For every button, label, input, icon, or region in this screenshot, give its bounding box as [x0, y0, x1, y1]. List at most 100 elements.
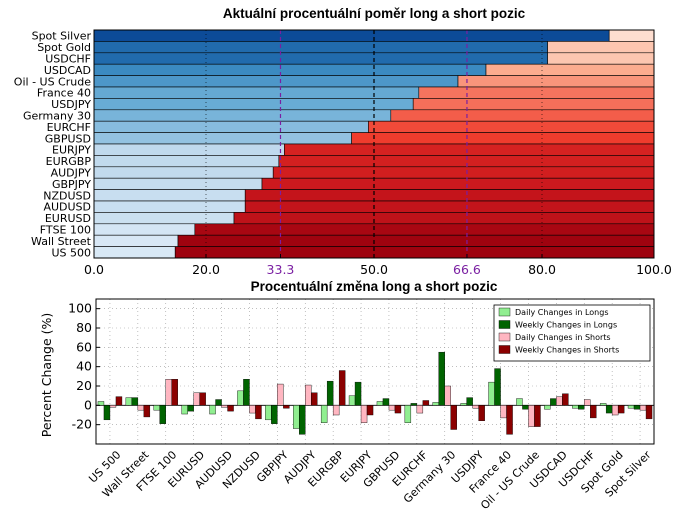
- change-bar: [516, 398, 523, 406]
- short-bar: [174, 246, 655, 259]
- short-bar: [418, 86, 655, 99]
- change-y-ticks: -20 0 20 40 60 80 100: [68, 301, 100, 432]
- ratio-category-label: AUDJPY: [51, 167, 92, 180]
- change-bar: [432, 402, 439, 406]
- short-bar: [177, 234, 655, 247]
- legend-label: Weekly Changes in Longs: [515, 321, 617, 330]
- change-bar: [639, 405, 647, 411]
- long-bar: [93, 75, 459, 88]
- ratio-category-label: EURCHF: [47, 121, 91, 134]
- change-bar: [460, 403, 467, 406]
- short-bar: [368, 120, 655, 133]
- change-bar: [472, 405, 479, 409]
- change-bar: [109, 405, 117, 408]
- legend-box: [493, 304, 651, 362]
- change-bar: [584, 399, 591, 406]
- long-bar: [93, 41, 548, 54]
- change-bar: [388, 405, 396, 411]
- change-bar: [450, 405, 457, 430]
- legend-swatch: [498, 307, 511, 317]
- change-bar: [187, 405, 194, 412]
- change-bar: [115, 396, 123, 406]
- long-bar: [93, 234, 179, 247]
- long-bar: [93, 155, 280, 168]
- ratio-category-label: Wall Street: [31, 235, 92, 248]
- ratio-category-label: USDCHF: [45, 53, 91, 66]
- change-bar: [360, 405, 368, 423]
- change-bar: [438, 351, 445, 406]
- ratio-category-label: USDJPY: [51, 98, 91, 111]
- change-y-tick-label: 40: [76, 359, 92, 374]
- long-bar: [93, 143, 285, 156]
- change-bar: [171, 379, 178, 406]
- change-bar: [376, 401, 384, 406]
- ratio-category-label: GBPJPY: [52, 178, 91, 191]
- short-bar: [351, 132, 655, 145]
- ratio-category-label: France 40: [37, 87, 91, 100]
- change-bar: [556, 396, 563, 406]
- ratio-category-label: EURJPY: [52, 144, 91, 157]
- ratio-bars: [93, 29, 655, 259]
- long-bar: [93, 189, 246, 202]
- long-bar: [93, 200, 246, 213]
- long-bar: [93, 132, 352, 145]
- change-legend: Daily Changes in Longs Weekly Changes in …: [493, 304, 651, 362]
- change-bar: [416, 405, 424, 414]
- change-bar: [617, 405, 625, 414]
- change-bar: [366, 405, 374, 416]
- change-bar: [311, 392, 318, 406]
- long-bar: [93, 109, 392, 122]
- short-bar: [547, 41, 655, 54]
- change-bar: [255, 405, 262, 420]
- ratio-category-label: EURUSD: [45, 212, 91, 225]
- change-bar: [444, 385, 451, 406]
- change-bar: [522, 405, 529, 410]
- change-bar: [293, 405, 300, 429]
- long-bar: [93, 212, 235, 225]
- long-bar: [93, 246, 176, 259]
- change-bar: [528, 405, 535, 427]
- change-y-tick-label: 80: [76, 320, 92, 335]
- legend-swatch: [498, 320, 511, 329]
- long-bar: [93, 120, 369, 133]
- long-bar: [93, 29, 610, 42]
- short-bar: [608, 29, 655, 42]
- ratio-category-label: Germany 30: [23, 110, 91, 123]
- change-bar: [227, 405, 234, 412]
- change-bar: [137, 405, 145, 411]
- short-bar: [233, 212, 655, 225]
- change-bar: [103, 405, 111, 421]
- ratio-x-tick-label: 80.0: [528, 262, 556, 277]
- change-bar: [494, 368, 501, 406]
- change-chart-title: Procentuální změna long a short pozic: [251, 279, 498, 294]
- ratio-chart-title: Aktuální procentuální poměr long a short…: [223, 6, 526, 21]
- ratio-category-label: AUDUSD: [43, 201, 91, 214]
- ratio-chart: Aktuální procentuální poměr long a short…: [14, 6, 672, 277]
- change-bar: [466, 397, 473, 406]
- ratio-category-label: Spot Gold: [37, 41, 91, 54]
- change-bar: [193, 392, 200, 406]
- change-bar: [221, 405, 228, 408]
- change-bar: [332, 405, 340, 416]
- change-bar: [611, 405, 619, 416]
- change-y-tick-label: 0: [84, 397, 92, 412]
- ratio-category-label: EURGBP: [46, 155, 92, 168]
- long-bar: [93, 177, 263, 190]
- change-bar: [271, 405, 278, 424]
- change-y-tick-label: 20: [76, 378, 92, 393]
- change-bar: [215, 399, 222, 406]
- ratio-x-tick-label: 0.0: [84, 262, 104, 277]
- change-bar: [165, 379, 172, 406]
- change-bar: [125, 397, 133, 406]
- change-bar: [599, 403, 607, 406]
- change-bar: [534, 405, 541, 427]
- legend-swatch: [498, 332, 511, 342]
- short-bar: [244, 200, 655, 213]
- change-bar: [299, 405, 306, 435]
- change-bar: [422, 400, 430, 406]
- long-bar: [93, 223, 196, 236]
- ratio-x-tick-label: 33.3: [267, 262, 295, 277]
- long-bar: [93, 63, 487, 76]
- change-bar: [97, 401, 105, 406]
